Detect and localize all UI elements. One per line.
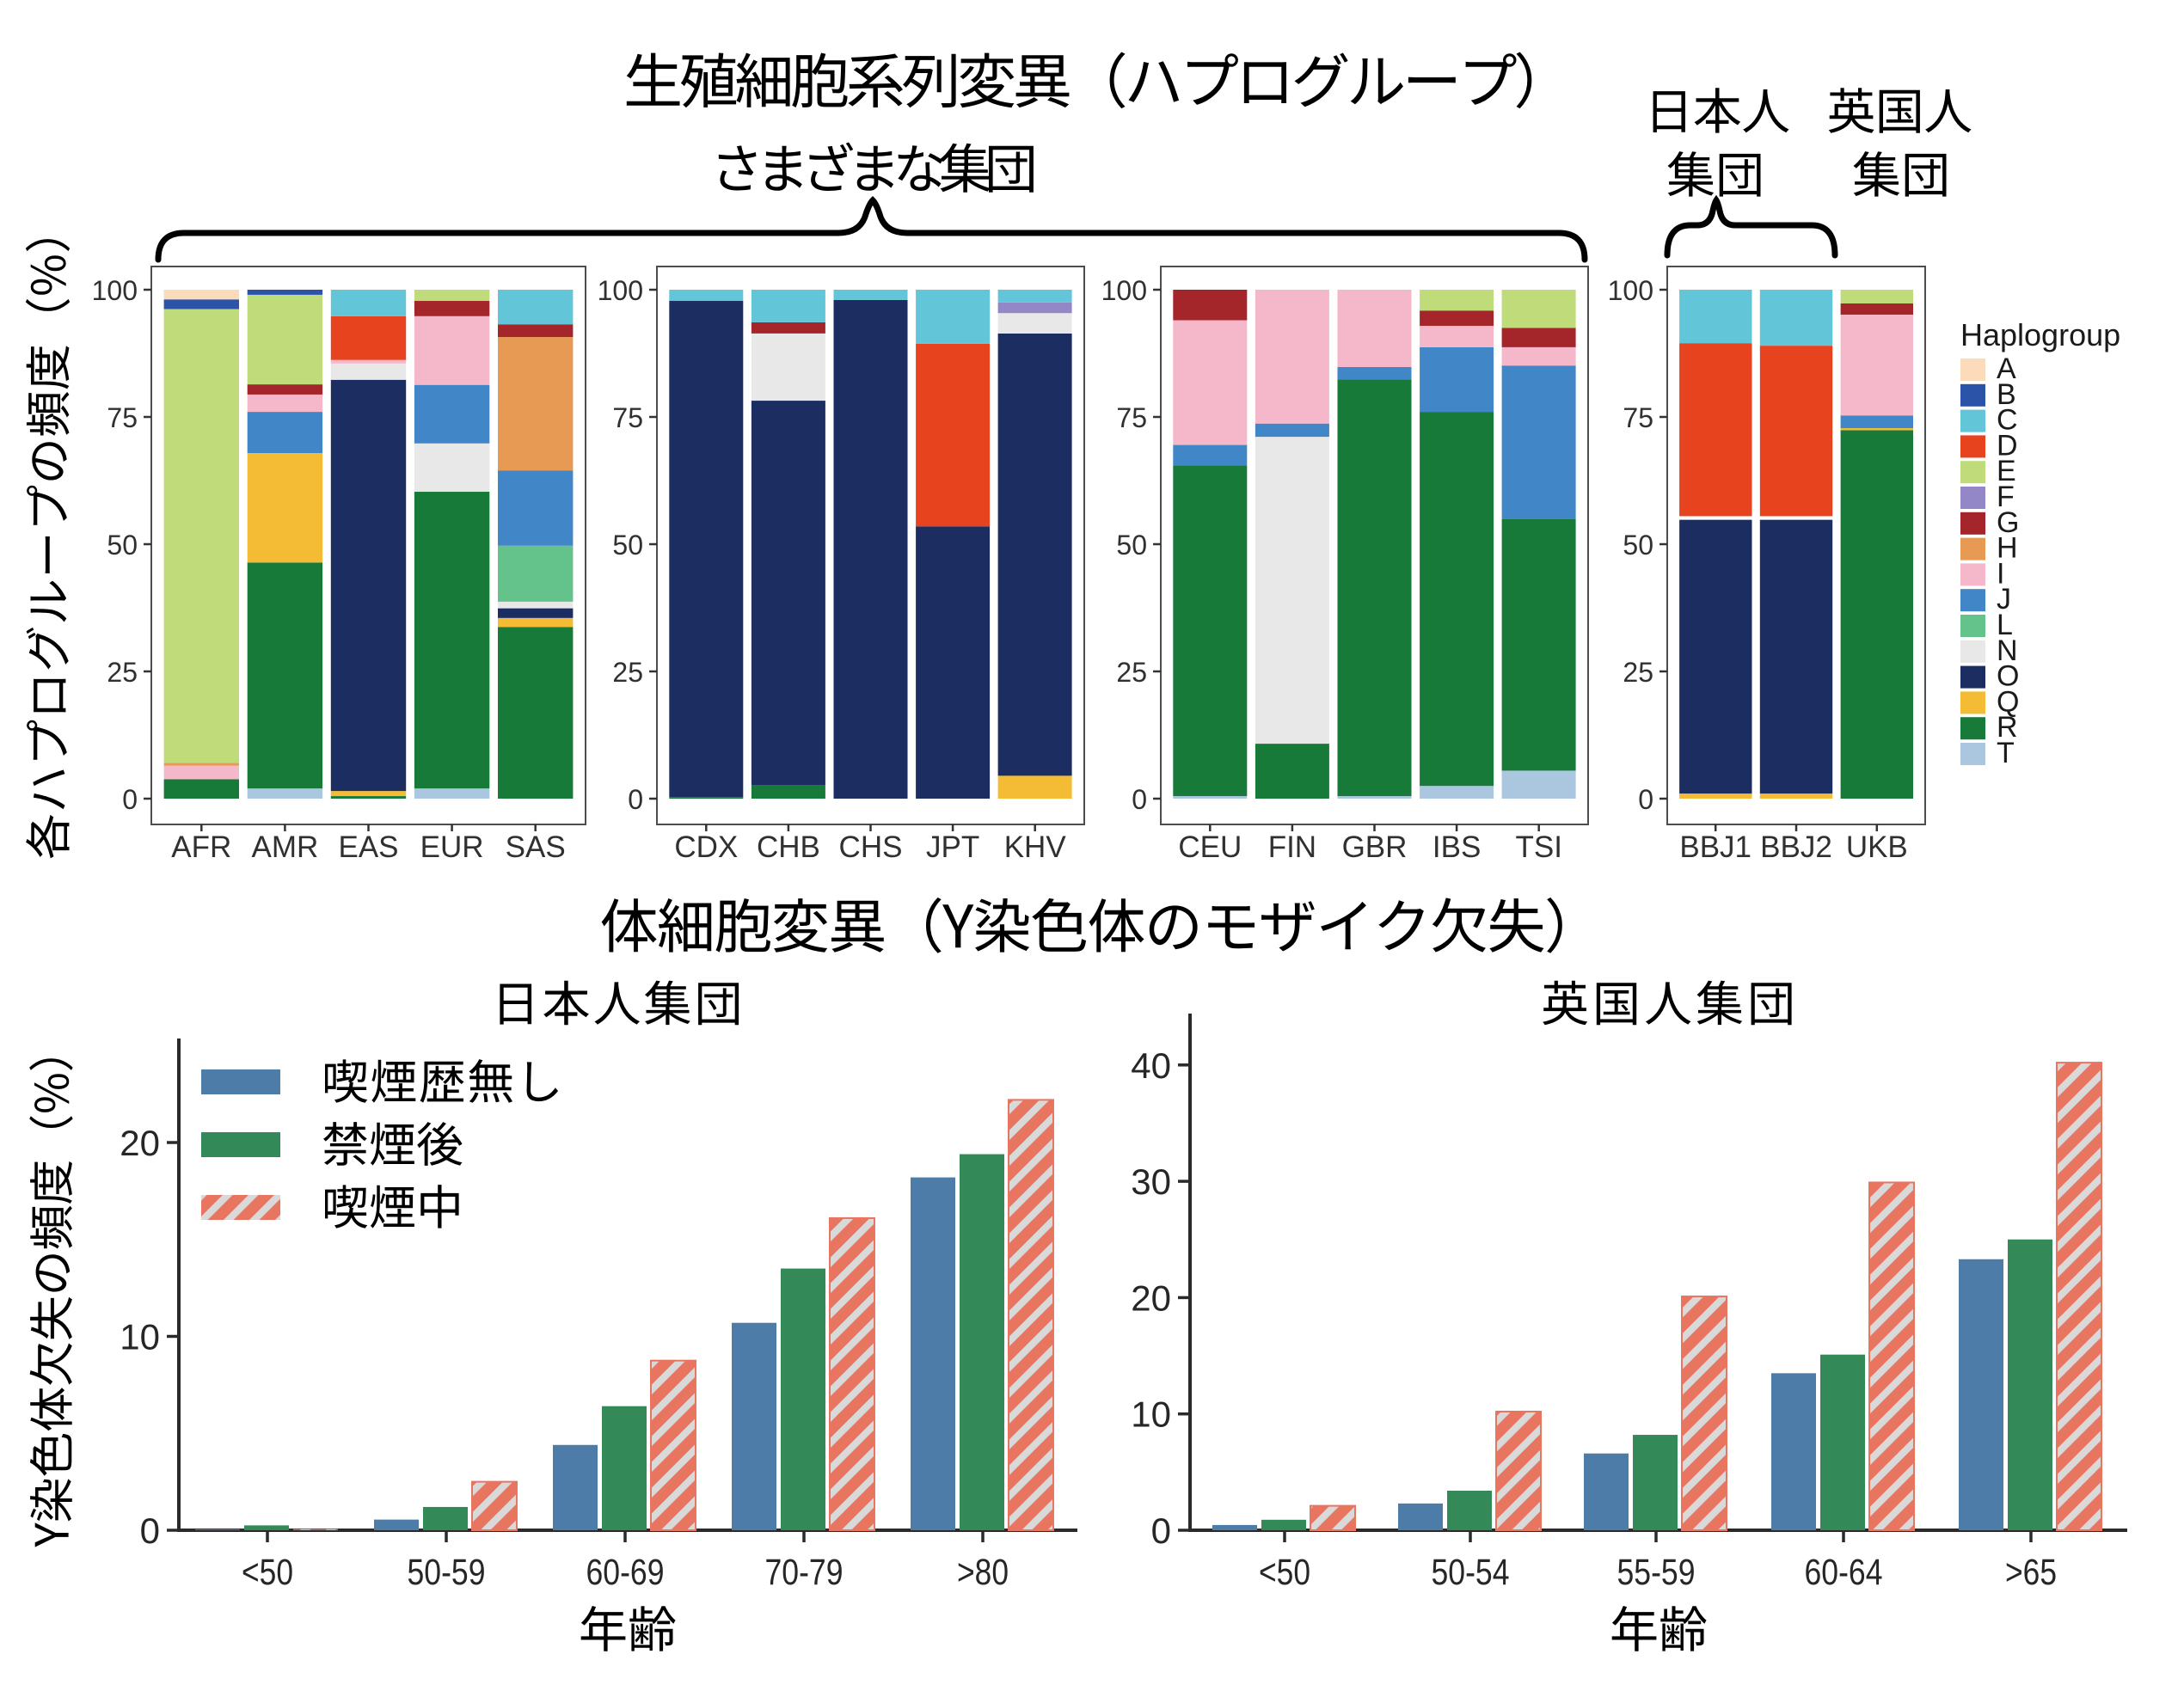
svg-text:D: D bbox=[1997, 429, 2018, 462]
svg-text:N: N bbox=[1997, 634, 2018, 667]
svg-text:JPT: JPT bbox=[926, 830, 979, 864]
svg-text:25: 25 bbox=[107, 657, 138, 688]
svg-text:60-69: 60-69 bbox=[586, 1552, 665, 1593]
svg-text:TSI: TSI bbox=[1515, 830, 1561, 864]
svg-text:0: 0 bbox=[1132, 784, 1147, 815]
svg-text:0: 0 bbox=[628, 784, 643, 815]
svg-text:>80: >80 bbox=[957, 1552, 1009, 1593]
svg-text:75: 75 bbox=[1623, 402, 1653, 433]
svg-text:75: 75 bbox=[612, 402, 643, 433]
svg-text:25: 25 bbox=[1623, 657, 1653, 688]
svg-text:CHB: CHB bbox=[757, 830, 820, 864]
svg-text:100: 100 bbox=[1101, 275, 1147, 306]
svg-text:Q: Q bbox=[1997, 685, 2019, 718]
svg-text:70-79: 70-79 bbox=[765, 1552, 844, 1593]
svg-text:GBR: GBR bbox=[1342, 830, 1408, 864]
svg-text:KHV: KHV bbox=[1004, 830, 1067, 864]
svg-text:100: 100 bbox=[598, 275, 643, 306]
svg-text:0: 0 bbox=[1638, 784, 1653, 815]
svg-text:IBS: IBS bbox=[1432, 830, 1481, 864]
svg-text:50-54: 50-54 bbox=[1432, 1552, 1510, 1593]
svg-text:75: 75 bbox=[1116, 402, 1147, 433]
svg-text:FIN: FIN bbox=[1268, 830, 1316, 864]
svg-text:AMR: AMR bbox=[252, 830, 319, 864]
svg-text:E: E bbox=[1997, 455, 2016, 487]
svg-text:<50: <50 bbox=[242, 1552, 293, 1593]
svg-text:25: 25 bbox=[1116, 657, 1147, 688]
svg-text:B: B bbox=[1997, 378, 2016, 411]
svg-text:50: 50 bbox=[612, 530, 643, 561]
svg-text:100: 100 bbox=[92, 275, 138, 306]
svg-text:F: F bbox=[1997, 481, 2015, 513]
svg-text:40: 40 bbox=[1131, 1045, 1171, 1086]
svg-text:T: T bbox=[1997, 737, 2015, 769]
svg-text:50: 50 bbox=[107, 530, 138, 561]
svg-text:30: 30 bbox=[1131, 1161, 1171, 1202]
svg-text:EUR: EUR bbox=[420, 830, 484, 864]
svg-text:C: C bbox=[1997, 404, 2018, 437]
svg-text:100: 100 bbox=[1608, 275, 1653, 306]
svg-text:UKB: UKB bbox=[1846, 830, 1908, 864]
svg-text:H: H bbox=[1997, 532, 2018, 565]
svg-text:10: 10 bbox=[1131, 1394, 1171, 1435]
svg-text:L: L bbox=[1997, 609, 2013, 641]
svg-text:10: 10 bbox=[120, 1317, 160, 1357]
svg-text:20: 20 bbox=[1131, 1277, 1171, 1318]
svg-text:I: I bbox=[1997, 557, 2004, 590]
svg-text:0: 0 bbox=[140, 1510, 160, 1551]
svg-text:50: 50 bbox=[1623, 530, 1653, 561]
svg-text:CDX: CDX bbox=[674, 830, 738, 864]
svg-text:A: A bbox=[1997, 352, 2016, 385]
svg-text:0: 0 bbox=[1151, 1510, 1171, 1551]
svg-text:Haplogroup: Haplogroup bbox=[1960, 317, 2120, 352]
svg-text:CHS: CHS bbox=[839, 830, 903, 864]
svg-text:CEU: CEU bbox=[1178, 830, 1242, 864]
svg-text:60-64: 60-64 bbox=[1805, 1552, 1883, 1593]
svg-text:25: 25 bbox=[612, 657, 643, 688]
svg-text:<50: <50 bbox=[1259, 1552, 1310, 1593]
svg-text:75: 75 bbox=[107, 402, 138, 433]
svg-text:0: 0 bbox=[122, 784, 138, 815]
svg-text:G: G bbox=[1997, 506, 2019, 539]
svg-text:EAS: EAS bbox=[338, 830, 398, 864]
svg-text:SAS: SAS bbox=[506, 830, 566, 864]
svg-text:AFR: AFR bbox=[171, 830, 231, 864]
svg-text:50: 50 bbox=[1116, 530, 1147, 561]
svg-text:O: O bbox=[1997, 660, 2019, 693]
svg-text:20: 20 bbox=[120, 1123, 160, 1163]
svg-text:BBJ1: BBJ1 bbox=[1679, 830, 1751, 864]
svg-text:55-59: 55-59 bbox=[1617, 1552, 1696, 1593]
svg-text:R: R bbox=[1997, 711, 2018, 744]
svg-text:>65: >65 bbox=[2005, 1552, 2057, 1593]
svg-text:50-59: 50-59 bbox=[408, 1552, 486, 1593]
svg-text:J: J bbox=[1997, 583, 2011, 616]
svg-text:BBJ2: BBJ2 bbox=[1760, 830, 1832, 864]
